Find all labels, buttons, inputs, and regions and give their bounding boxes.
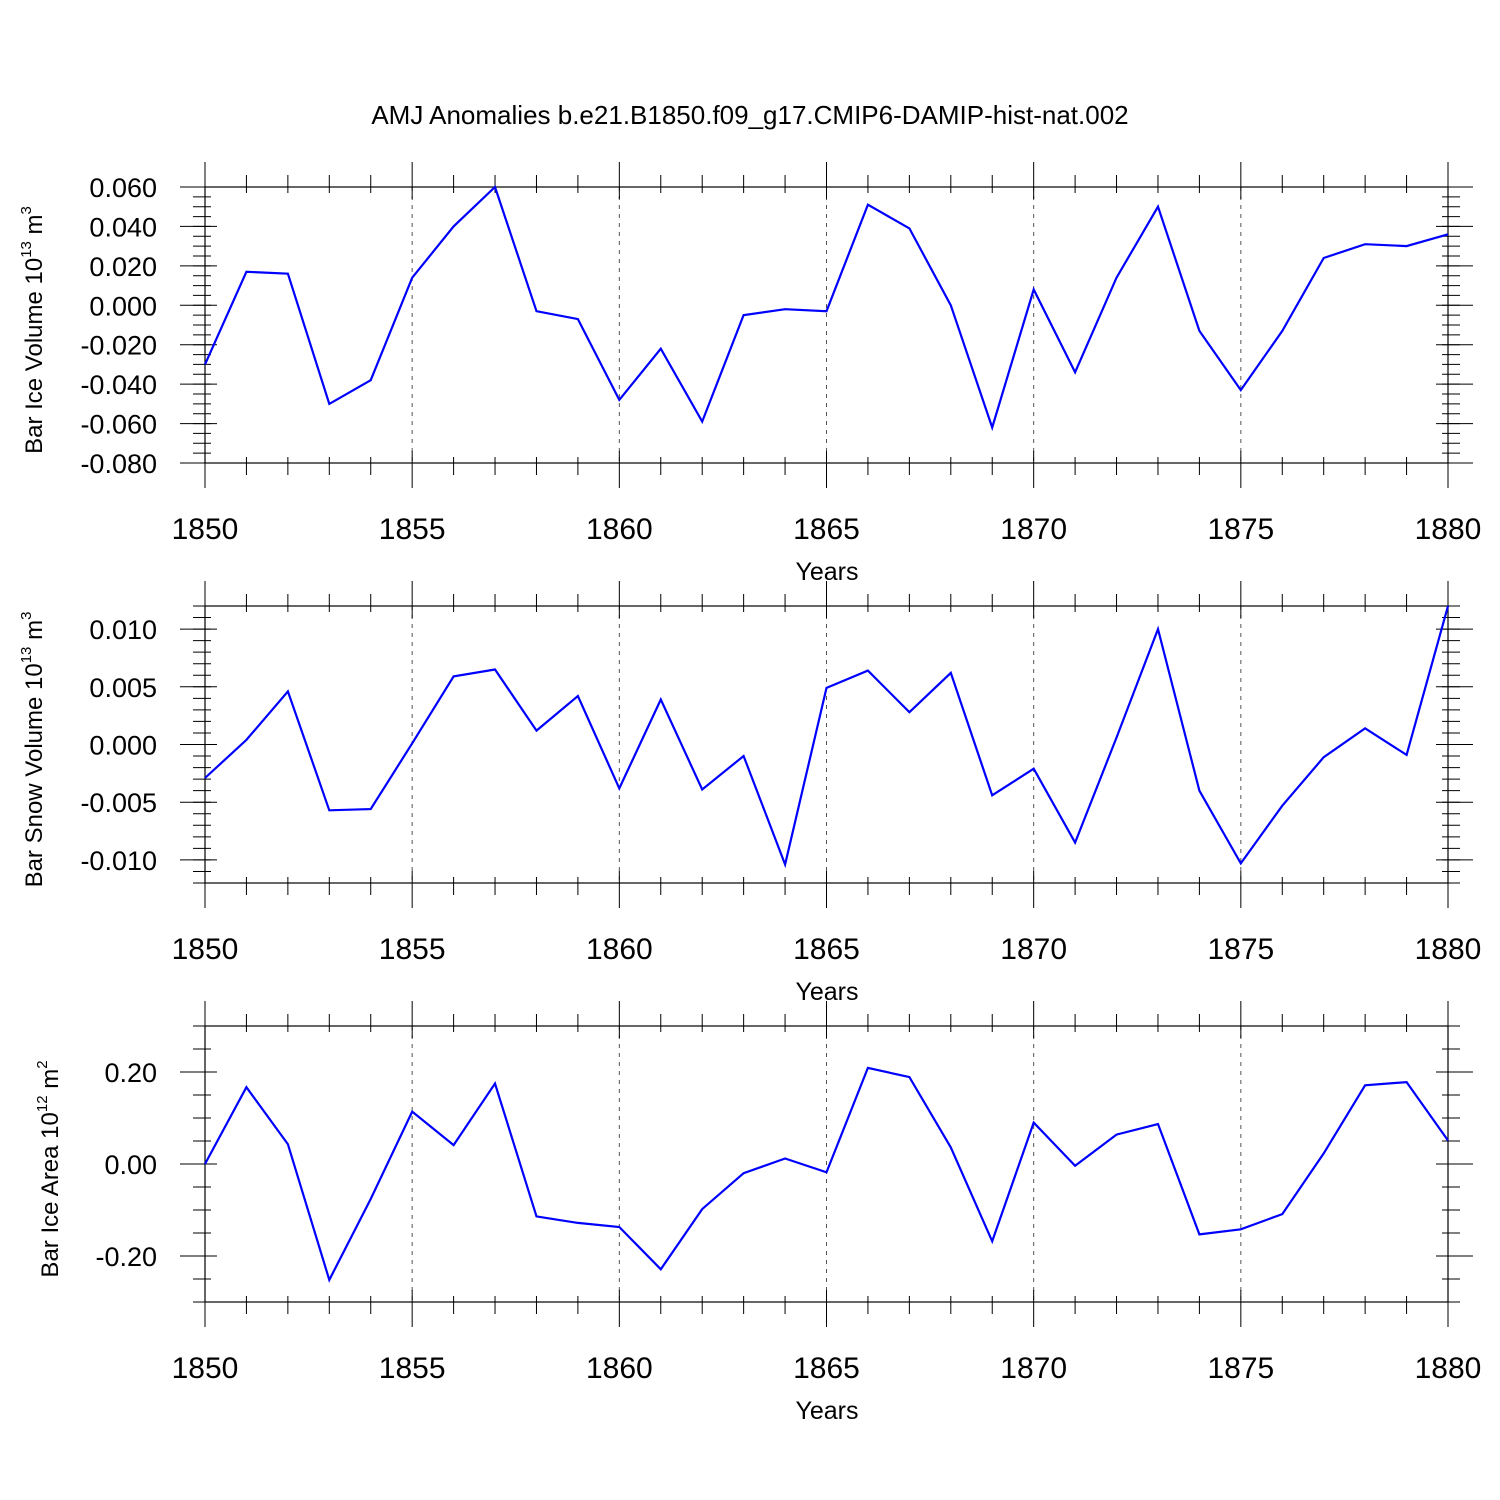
y-tick-label: 0.060	[89, 173, 157, 203]
y-tick-label: 0.000	[89, 291, 157, 321]
x-tick-label-1865: 1865	[793, 513, 860, 546]
panel-bar-snow-volume: -0.010 -0.005 0.000 0.005 0.010 1850 1855 1860 1…	[18, 581, 1481, 1006]
x-tick-label-1850: 1850	[172, 933, 239, 966]
panel-bar-ice-area: -0.20 0.00 0.20 1850 1855 1860 1865 1870 1875 188…	[34, 1001, 1481, 1425]
x-tick-label-1875: 1875	[1207, 933, 1274, 966]
y-axis-label: Bar Ice Volume 1013 m3	[18, 206, 48, 454]
x-tick-label-1860: 1860	[586, 933, 653, 966]
x-tick-label-1865: 1865	[793, 933, 860, 966]
y-tick-label: -0.005	[80, 788, 157, 818]
x-tick-label-1855: 1855	[379, 933, 446, 966]
x-tick-label-1880: 1880	[1415, 513, 1482, 546]
x-tick-label-1880: 1880	[1415, 933, 1482, 966]
x-tick-label-1870: 1870	[1000, 513, 1067, 546]
x-tick-label-1880: 1880	[1415, 1352, 1482, 1385]
chart-title: AMJ Anomalies b.e21.B1850.f09_g17.CMIP6-…	[371, 100, 1128, 130]
x-tick-label-1850: 1850	[172, 513, 239, 546]
x-tick-label-1870: 1870	[1000, 1352, 1067, 1385]
y-tick-label: 0.020	[89, 252, 157, 282]
y-tick-label: -0.20	[95, 1242, 157, 1272]
x-tick-label-1860: 1860	[586, 513, 653, 546]
y-tick-label: 0.00	[104, 1150, 157, 1180]
x-tick-label-1855: 1855	[379, 1352, 446, 1385]
y-axis-label: Bar Ice Area 1012 m2	[34, 1060, 64, 1277]
x-tick-label-1855: 1855	[379, 513, 446, 546]
y-tick-label: 0.005	[89, 673, 157, 703]
y-tick-label: -0.060	[80, 410, 157, 440]
x-tick-label-1875: 1875	[1207, 513, 1274, 546]
y-tick-label: -0.080	[80, 449, 157, 479]
y-tick-label: 0.20	[104, 1058, 157, 1088]
x-tick-label-1870: 1870	[1000, 933, 1067, 966]
y-tick-label: 0.000	[89, 731, 157, 761]
y-tick-label: 0.040	[89, 212, 157, 242]
y-axis-label: Bar Snow Volume 1013 m3	[18, 612, 48, 888]
y-tick-label: 0.010	[89, 615, 157, 645]
x-tick-label-1850: 1850	[172, 1352, 239, 1385]
x-tick-label-1875: 1875	[1207, 1352, 1274, 1385]
panel-bar-ice-volume: -0.080 -0.060 -0.040 -0.020 0.000 0.020 0.040 0…	[18, 162, 1481, 586]
x-tick-label-1865: 1865	[793, 1352, 860, 1385]
y-tick-label: -0.040	[80, 370, 157, 400]
x-axis-label: Years	[795, 1397, 858, 1425]
y-tick-label: -0.010	[80, 846, 157, 876]
x-tick-label-1860: 1860	[586, 1352, 653, 1385]
y-tick-label: -0.020	[80, 331, 157, 361]
